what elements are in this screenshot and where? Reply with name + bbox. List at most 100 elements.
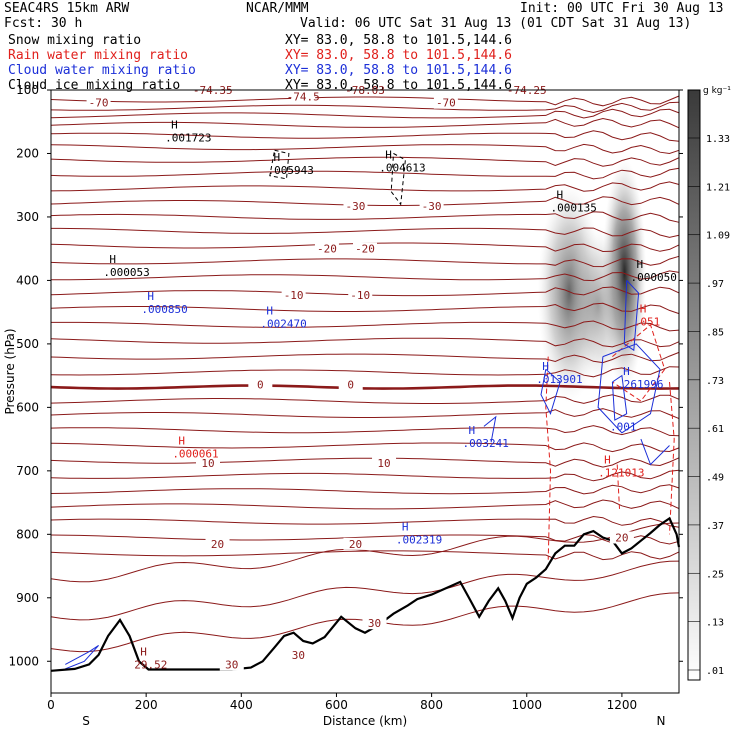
model-title: SEAC4RS 15km ARW [4,1,130,16]
extremum-value: 29.52 [134,658,167,671]
field-cloudice-xy: XY= 83.0, 58.8 to 101.5,144.6 [285,78,512,93]
temp-isoline [50,130,680,142]
temp-isoline [50,167,680,180]
rain-contour [669,381,675,535]
extremum-value: .261996 [617,378,663,391]
field-snow-name: Snow mixing ratio [8,33,142,48]
x-tick-label: 400 [230,698,253,712]
y-tick-label: 600 [16,400,39,414]
temp-isoline [50,143,680,155]
extremum-mark: H [273,151,280,164]
cloud-water-contour [597,343,661,434]
temp-label-bg [291,90,316,103]
colorbar-label: 1.33 [706,134,730,145]
temp-contour-label: -70 [89,97,109,110]
y-tick-label: 900 [16,591,39,605]
temp-contour-label: 0 [347,379,354,392]
temp-contour-label: -20 [355,243,375,256]
temp-label-bg [353,242,377,255]
temp-isoline-lower [50,522,680,583]
field-cloudwater-xy: XY= 83.0, 58.8 to 101.5,144.6 [285,63,512,78]
north-label: N [657,714,666,728]
temp-isoline [50,408,680,420]
temp-isoline [50,101,680,114]
temp-isoline [50,499,680,510]
forecast-hour: Fcst: 30 h [4,16,83,31]
rain-contour [612,324,666,402]
temp-label-bg [338,378,363,391]
cloud-water-contour [640,438,670,466]
extremum-value: .002470 [260,318,306,331]
x-tick-label: 200 [135,698,158,712]
contour-labels: -70 -74.5 -70 -30 -30 -20 -20 -10 -10 0 0 10 10 20 20 2… [86,84,677,671]
colorbar-label: 1.09 [706,231,730,242]
temp-isoline [50,302,680,315]
cloud-water-contour [611,374,628,421]
extremum-mark: H [385,148,392,161]
x-tick-label: 800 [420,698,443,712]
temp-isoline [51,227,680,238]
temp-contour-label: 20 [349,538,362,551]
rain-contour [545,356,552,560]
temp-isoline [50,394,680,404]
snow-contour [390,153,406,206]
x-tick-label: 600 [325,698,348,712]
cloud-water-contour [623,280,640,352]
temp-contour-label: -74.5 [287,90,320,103]
freezing-level-line [50,384,680,390]
extremum-value: .013901 [536,373,582,386]
temp-label-bg [372,457,397,470]
temp-label-bg [343,537,368,550]
temp-label-bg [86,96,111,109]
mixing-ratio-contours [65,149,675,670]
temp-contour-label: 30 [292,649,305,662]
extremum-value: .003241 [463,437,509,450]
temp-label-bg [196,457,220,470]
temp-contour-label: -70 [436,97,456,110]
extremum-mark: H [171,119,178,132]
ice-plume-middle [568,225,629,386]
extremum-mark: H [623,365,630,378]
temp-contour-label: 20 [615,531,628,544]
temp-label-bg [609,531,634,544]
temp-isoline [50,255,680,268]
y-tick-label: 1000 [8,654,39,668]
extremum-value: .121013 [598,467,644,480]
init-time: Init: 00 UTC Fri 30 Aug 13 [520,1,724,16]
colorbar-label: .13 [706,618,724,629]
extremum-value: .000053 [103,266,149,279]
x-tick-label: 1000 [511,698,542,712]
cloud-water-contour [65,644,99,670]
extremum-value: .001 [610,420,637,433]
field-cloudwater-name: Cloud water mixing ratio [8,63,196,78]
temp-isoline [50,108,680,119]
temp-isoline [51,320,680,332]
extremum-mark: H [636,258,643,271]
snow-contour [269,149,290,180]
extremum-mark: H [640,303,647,316]
colorbar-label: .25 [706,569,724,580]
y-tick-label: 500 [16,337,39,351]
colorbar-label: .37 [706,521,724,532]
temp-contour-label: 10 [377,457,390,470]
colorbar-label: .85 [706,327,724,338]
temperature-contours [50,95,680,653]
extremum-mark: H [402,520,409,533]
extremum-value: .000135 [551,201,597,214]
temp-isoline [50,211,680,223]
cloud-water-contour [540,368,561,416]
temp-isoline [50,117,680,129]
temp-isoline [50,550,680,561]
terrain-line [50,516,681,672]
y-tick-label: 700 [16,464,39,478]
temp-label-bg [314,242,339,255]
colorbar-unit: g kg⁻¹ [703,86,731,96]
extremum-value: .002319 [396,533,442,546]
y-tick-label: 200 [16,146,39,160]
field-rain-name: Rain water mixing ratio [8,48,189,63]
temp-contour-label: 10 [201,457,214,470]
temp-isoline [50,457,680,468]
temp-isoline-lower [50,560,680,621]
